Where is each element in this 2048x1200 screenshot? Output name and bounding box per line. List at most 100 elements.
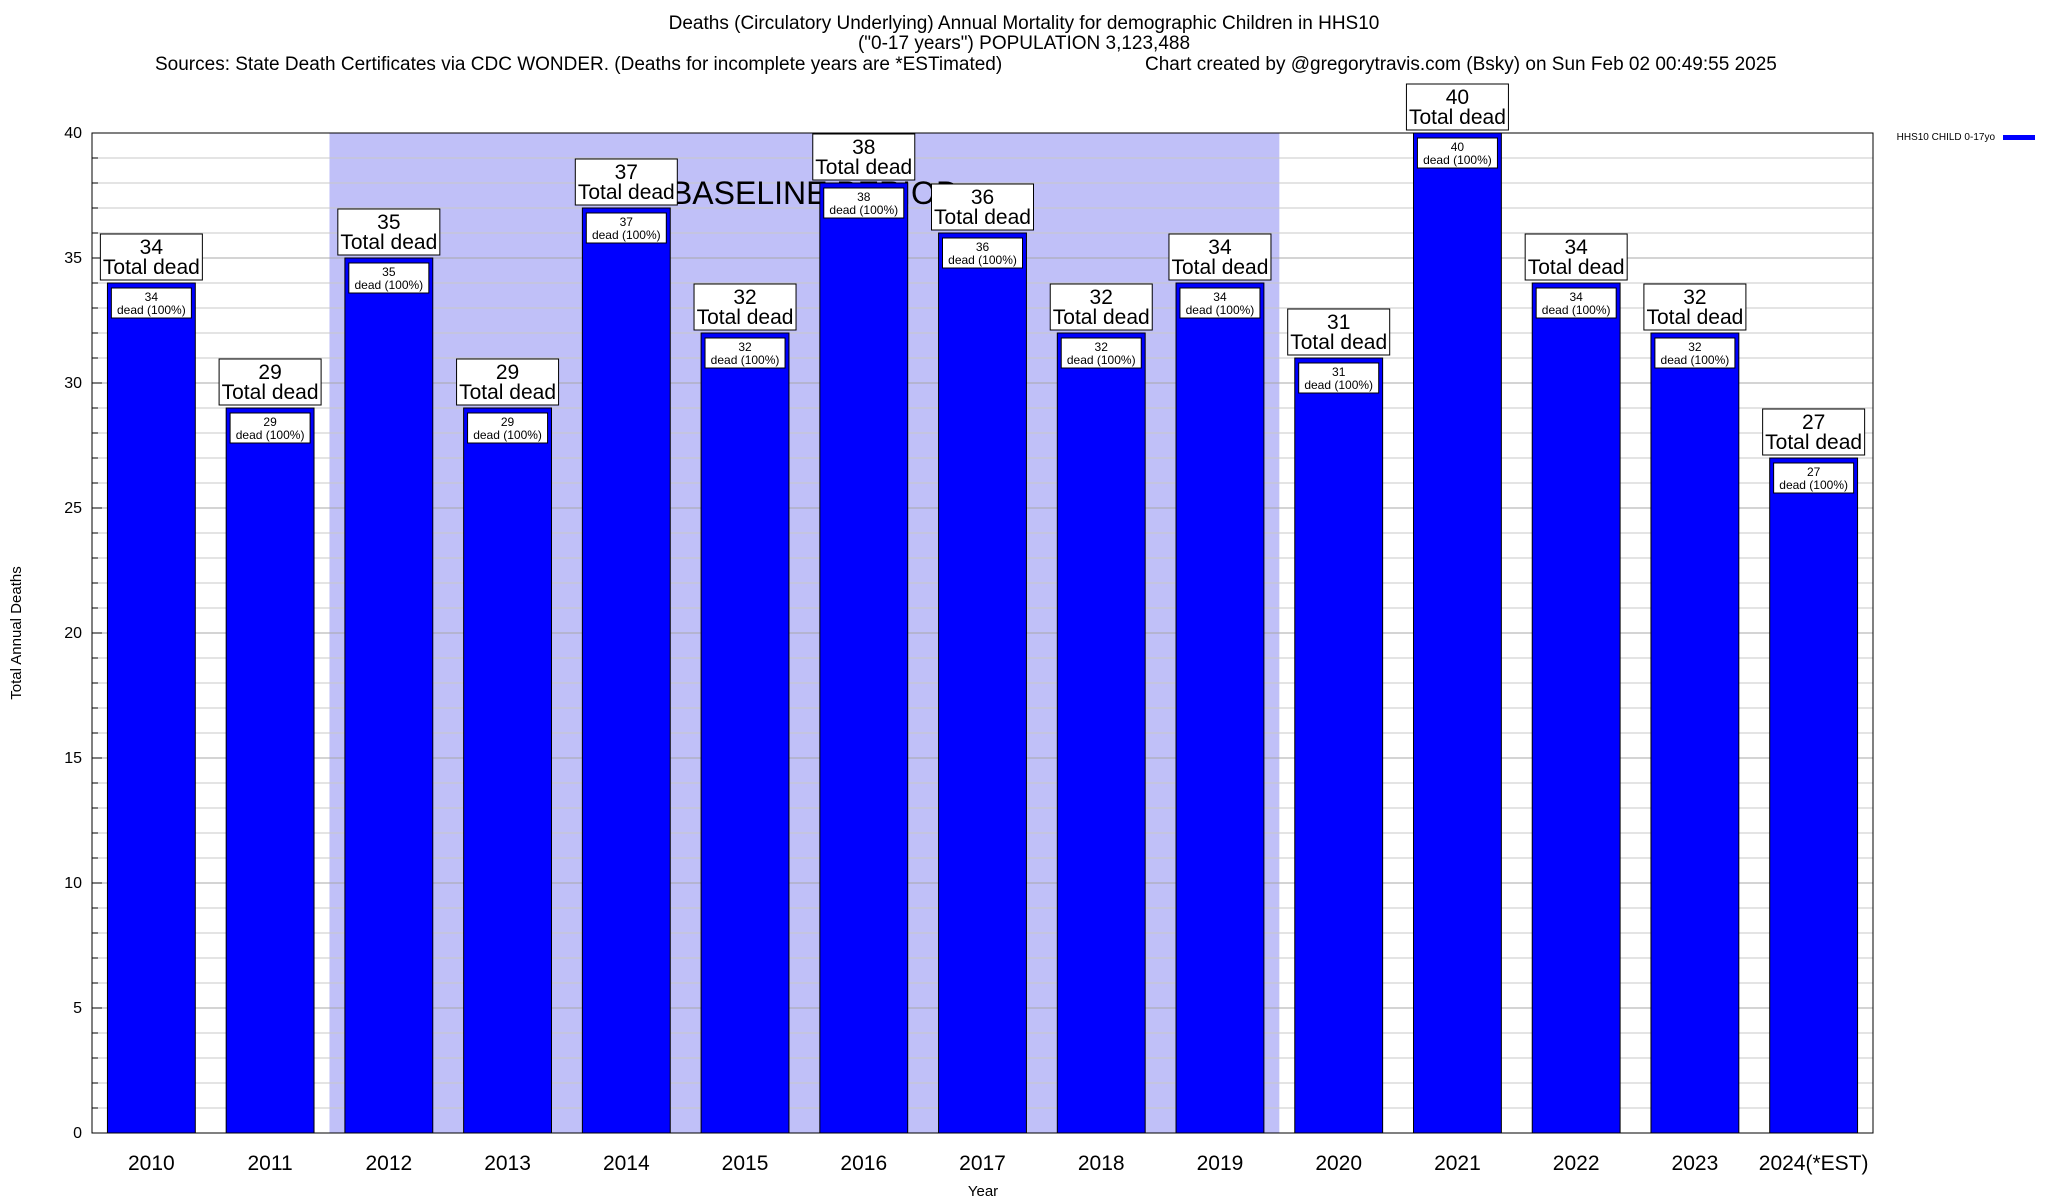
sources-line: Sources: State Death Certificates via CD… (155, 54, 1003, 75)
x-tick-label: 2016 (840, 1152, 887, 1175)
x-tick-label: 2019 (1197, 1152, 1244, 1175)
total-label-text: Total dead (815, 156, 912, 179)
bar (225, 407, 315, 1134)
bar (1413, 132, 1502, 1134)
inner-label-value: 35 (382, 265, 396, 279)
inner-label-value: 38 (857, 190, 871, 204)
inner-label-value: 34 (1569, 290, 1583, 304)
plot-border (91, 132, 1874, 1134)
bar (1769, 457, 1859, 1134)
x-tick-label: 2024(*EST) (1759, 1152, 1869, 1175)
inner-label-value: 37 (620, 215, 634, 229)
title-line-1: Deaths (Circulatory Underlying) Annual M… (668, 13, 1380, 34)
inner-label-value: 36 (976, 240, 990, 254)
total-label-box (1168, 233, 1272, 281)
total-label-box (1287, 308, 1391, 356)
inner-label-box (467, 412, 549, 444)
inner-label-box (1179, 287, 1261, 319)
bar (938, 232, 1027, 1134)
x-axis-label: Year (968, 1183, 998, 1200)
total-label-box (337, 208, 441, 256)
inner-label-box (1416, 137, 1498, 169)
x-tick-label: 2010 (128, 1152, 175, 1175)
credit-line: Chart created by @gregorytravis.com (Bsk… (1145, 54, 1777, 75)
chart-title: Deaths (Circulatory Underlying) Annual M… (0, 14, 2048, 54)
total-label-value: 31 (1327, 311, 1350, 334)
total-label-value: 32 (733, 286, 756, 309)
x-tick-label: 2011 (248, 1152, 293, 1175)
inner-label-box (229, 412, 311, 444)
inner-label-text: dead (100%) (473, 428, 542, 442)
inner-label-value: 32 (1095, 340, 1109, 354)
total-label-box (1643, 283, 1747, 331)
inner-label-box (1298, 362, 1380, 394)
total-label-box (1762, 408, 1866, 456)
total-label-value: 29 (496, 361, 519, 384)
total-label-text: Total dead (1409, 106, 1506, 129)
bar (463, 407, 552, 1134)
inner-label-box (1535, 287, 1617, 319)
inner-label-text: dead (100%) (354, 278, 423, 292)
total-label-value: 37 (615, 161, 638, 184)
total-label-value: 38 (852, 136, 875, 159)
inner-label-text: dead (100%) (1423, 153, 1492, 167)
total-label-box (693, 283, 797, 331)
y-tick-label: 40 (64, 125, 82, 142)
x-tick-label: 2017 (959, 1152, 1006, 1175)
legend-label: HHS10 CHILD 0-17yo (1897, 132, 1996, 143)
y-axis-label: Total Annual Deaths (8, 566, 25, 699)
total-label-text: Total dead (934, 206, 1031, 229)
total-label-text: Total dead (697, 306, 794, 329)
total-label-value: 36 (971, 186, 994, 209)
total-label-box (1524, 233, 1628, 281)
inner-label-value: 40 (1451, 140, 1465, 154)
x-tick-label: 2014 (603, 1152, 650, 1175)
inner-label-box (585, 212, 667, 244)
total-label-box (574, 158, 678, 206)
inner-label-value: 29 (501, 415, 515, 429)
x-tick-label: 2012 (365, 1152, 412, 1175)
inner-label-text: dead (100%) (1542, 303, 1611, 317)
bar (344, 257, 434, 1134)
total-label-text: Total dead (222, 381, 319, 404)
inner-label-value: 34 (1213, 290, 1227, 304)
total-label-box (812, 133, 916, 181)
total-label-text: Total dead (1290, 331, 1387, 354)
total-label-value: 32 (1683, 286, 1706, 309)
x-tick-label: 2023 (1672, 1152, 1719, 1175)
bar (1650, 332, 1740, 1134)
total-label-value: 35 (377, 211, 400, 234)
bar (1294, 357, 1384, 1134)
total-label-text: Total dead (1765, 431, 1862, 454)
total-label-box (931, 183, 1034, 231)
inner-label-box (110, 287, 192, 319)
inner-label-text: dead (100%) (1067, 353, 1136, 367)
total-label-value: 32 (1090, 286, 1113, 309)
total-label-value: 34 (1208, 236, 1232, 259)
inner-label-text: dead (100%) (236, 428, 305, 442)
inner-label-value: 32 (738, 340, 752, 354)
y-tick-label: 10 (64, 875, 82, 892)
inner-label-box (1060, 337, 1142, 369)
bar (700, 332, 790, 1134)
total-label-box (1405, 83, 1509, 131)
total-label-box (99, 233, 203, 281)
total-label-text: Total dead (1646, 306, 1743, 329)
bar (1056, 332, 1146, 1134)
y-tick-label: 0 (73, 1125, 82, 1142)
total-label-text: Total dead (1172, 256, 1269, 279)
inner-label-text: dead (100%) (117, 303, 186, 317)
baseline-period-label: BASELINE PERIOD (671, 175, 959, 211)
total-label-box (456, 358, 560, 406)
inner-label-text: dead (100%) (948, 253, 1017, 267)
total-label-text: Total dead (459, 381, 556, 404)
y-tick-label: 15 (64, 750, 82, 767)
bar (106, 282, 196, 1134)
inner-label-box (348, 262, 430, 294)
total-label-value: 29 (258, 361, 281, 384)
inner-label-text: dead (100%) (1186, 303, 1255, 317)
inner-label-value: 34 (145, 290, 159, 304)
total-label-text: Total dead (1053, 306, 1150, 329)
total-label-value: 34 (1564, 236, 1588, 259)
